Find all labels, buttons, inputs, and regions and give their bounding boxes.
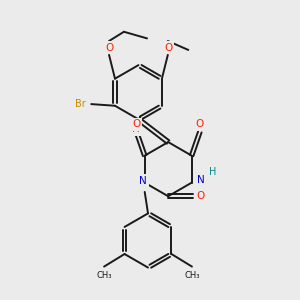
Text: H: H xyxy=(132,124,140,134)
Text: N: N xyxy=(197,175,205,185)
Text: O: O xyxy=(105,43,113,52)
Text: H: H xyxy=(209,167,217,177)
Text: CH₃: CH₃ xyxy=(184,271,200,280)
Text: O: O xyxy=(164,43,172,52)
Text: N: N xyxy=(139,176,147,186)
Text: Br: Br xyxy=(75,99,86,109)
Text: O: O xyxy=(132,119,141,129)
Text: CH₃: CH₃ xyxy=(96,271,112,280)
Text: O: O xyxy=(196,119,204,129)
Text: O: O xyxy=(196,191,205,201)
